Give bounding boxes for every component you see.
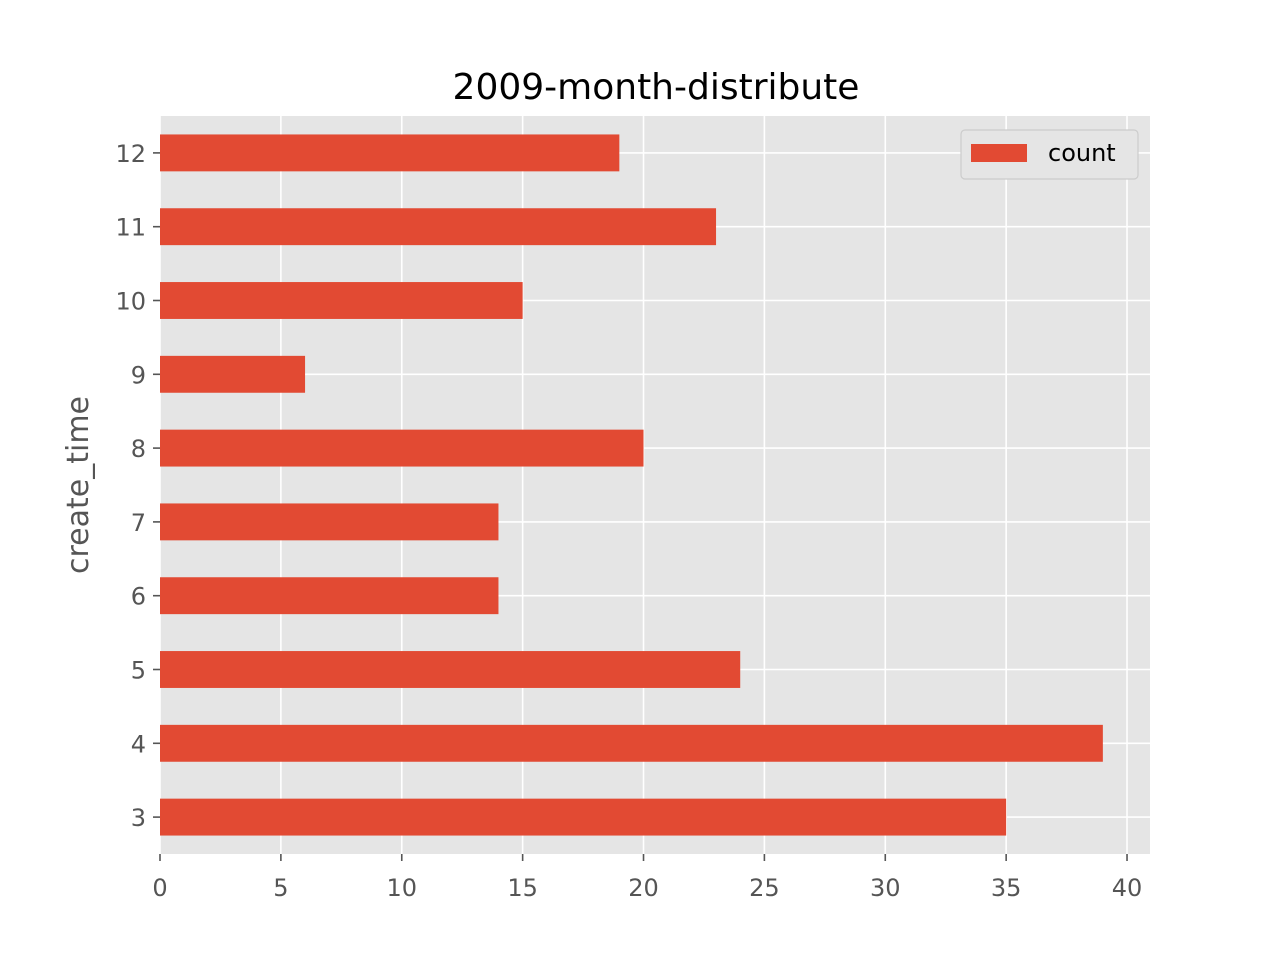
x-tick-label: 10 (386, 874, 417, 902)
x-tick-label: 15 (507, 874, 538, 902)
legend-swatch-count (971, 144, 1027, 162)
bars (160, 134, 1103, 836)
y-axis-ticks: 3 4 5 6 7 8 9 10 11 12 (115, 140, 160, 832)
y-tick-label: 12 (115, 140, 146, 168)
x-tick-label: 0 (152, 874, 167, 902)
x-tick-label: 35 (991, 874, 1022, 902)
x-tick-label: 40 (1112, 874, 1143, 902)
y-tick-label: 4 (131, 730, 146, 758)
bar-5 (160, 651, 741, 688)
y-tick-label: 5 (131, 657, 146, 685)
x-tick-label: 30 (870, 874, 901, 902)
bar-4 (160, 724, 1103, 762)
legend-label-count: count (1048, 139, 1116, 167)
chart-title: 2009-month-distribute (453, 67, 860, 108)
y-tick-label: 10 (115, 288, 146, 316)
x-tick-label: 5 (273, 874, 288, 902)
x-tick-label: 25 (749, 874, 780, 902)
bar-9 (160, 355, 306, 393)
y-tick-label: 3 (131, 804, 146, 832)
x-axis-ticks: 0 5 10 15 20 25 30 35 40 (152, 854, 1142, 902)
bar-12 (160, 134, 620, 172)
bar-8 (160, 429, 644, 467)
bar-10 (160, 282, 523, 319)
y-tick-label: 7 (131, 509, 146, 537)
y-tick-label: 6 (131, 583, 146, 611)
legend: count (960, 129, 1139, 180)
y-tick-label: 8 (131, 435, 146, 463)
y-tick-label: 9 (131, 361, 146, 389)
bar-11 (160, 208, 717, 246)
bar-6 (160, 577, 499, 615)
bar-7 (160, 503, 499, 541)
bar-3 (160, 798, 1007, 836)
x-tick-label: 20 (628, 874, 659, 902)
legend-box (960, 129, 1139, 180)
y-axis-label: create_time (61, 396, 96, 574)
y-tick-label: 11 (115, 214, 146, 242)
